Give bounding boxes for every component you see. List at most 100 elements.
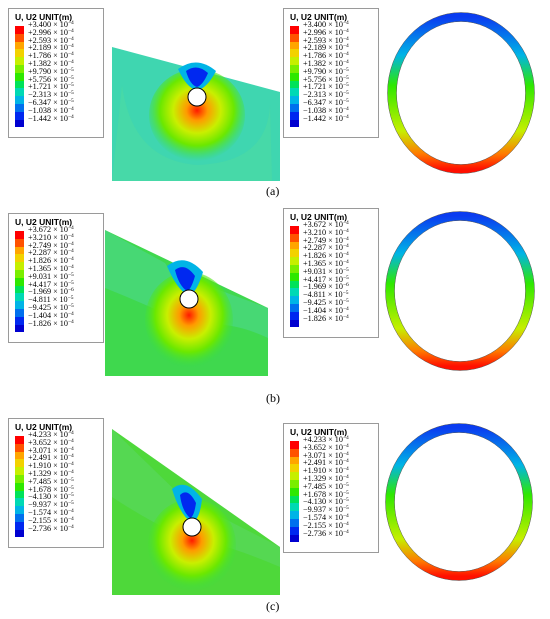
legend-value-mantissa: +3.210 × 10 bbox=[28, 232, 68, 242]
color-swatch bbox=[290, 296, 299, 304]
legend-value-mantissa: +1.721 × 10 bbox=[28, 82, 68, 92]
legend-value-exponent: −5 bbox=[67, 97, 74, 104]
color-swatch bbox=[15, 49, 24, 58]
legend-value: −1.969 × 10−6 bbox=[28, 288, 74, 296]
legend-value: −4.811 × 10−5 bbox=[303, 290, 349, 299]
color-swatch bbox=[15, 459, 24, 468]
legend-value: −1.404 × 10−4 bbox=[303, 305, 349, 315]
color-swatch bbox=[15, 277, 24, 286]
color-swatch bbox=[290, 464, 299, 473]
legend-value-exponent: −5 bbox=[342, 74, 349, 81]
color-swatch bbox=[290, 487, 299, 496]
legend-value: −1.404 × 10−4 bbox=[28, 311, 74, 320]
legend-value-exponent: −5 bbox=[67, 492, 74, 499]
legend-values: +4.233 × 10−4 +3.652 × 10−4 +3.071 × 10−4 +… bbox=[28, 430, 74, 533]
color-swatch bbox=[15, 119, 24, 128]
legend-value-exponent: −4 bbox=[342, 105, 349, 112]
legend-value: −6.347 × 10−5 bbox=[303, 98, 349, 107]
legend-value-mantissa: +2.593 × 10 bbox=[303, 35, 343, 45]
legend-value: +5.756 × 10−5 bbox=[303, 74, 349, 84]
color-swatch bbox=[290, 226, 299, 234]
color-bar bbox=[290, 441, 299, 543]
legend-value: +1.826 × 10−4 bbox=[303, 251, 349, 260]
slope-contour-plot bbox=[105, 230, 268, 376]
ring-outer-edge bbox=[385, 211, 535, 371]
legend-title: U, U2 UNIT(m) bbox=[15, 217, 73, 227]
legend-value-mantissa: +3.210 × 10 bbox=[303, 227, 343, 237]
color-swatch bbox=[15, 498, 24, 507]
legend-value: −2.736 × 10−4 bbox=[28, 523, 74, 533]
color-swatch bbox=[290, 319, 299, 328]
color-swatch bbox=[290, 518, 299, 527]
legend-value: +3.210 × 10−4 bbox=[28, 232, 74, 242]
legend-values: +3.400 × 10 −4 +2.996 × 10 −4 +2.593 × 10 −4 +… bbox=[303, 20, 349, 122]
color-swatch bbox=[290, 503, 299, 512]
legend-value-mantissa: +1.826 × 10 bbox=[28, 256, 68, 266]
legend-value-mantissa: −2.736 × 10 bbox=[28, 523, 68, 533]
legend-value-exponent: −4 bbox=[342, 442, 349, 449]
ring-outer-edge bbox=[387, 12, 535, 174]
legend-value: +3.652 × 10−4 bbox=[28, 438, 74, 447]
color-swatch bbox=[15, 490, 24, 499]
legend-value-exponent: −6 bbox=[67, 287, 74, 294]
legend-value: −9.425 × 10−5 bbox=[28, 303, 74, 312]
legend-left: U, U2 UNIT(m) +3.672 × 10−4 +3.210 × 10−4… bbox=[8, 213, 104, 343]
legend-value-exponent: −4 bbox=[67, 248, 74, 255]
legend-value: +9.790 × 10−5 bbox=[28, 67, 74, 76]
legend-value-exponent: −4 bbox=[342, 528, 349, 535]
legend-value: −2.155 × 10−4 bbox=[28, 516, 74, 525]
legend-value-mantissa: −4.130 × 10 bbox=[28, 492, 68, 502]
legend-value-mantissa: −2.313 × 10 bbox=[28, 90, 68, 100]
legend-value-mantissa: −4.811 × 10 bbox=[28, 295, 68, 305]
legend-value: +4.417 × 10−5 bbox=[303, 275, 349, 284]
legend-value-mantissa: −1.574 × 10 bbox=[28, 507, 68, 517]
color-swatch bbox=[15, 111, 24, 120]
legend-value: −1.826 × 10−4 bbox=[28, 318, 74, 328]
legend-value-mantissa: +9.031 × 10 bbox=[303, 266, 343, 276]
legend-value: +5.756 × 10−5 bbox=[28, 75, 74, 84]
legend-value-exponent: −4 bbox=[67, 318, 74, 325]
displacement-zone bbox=[148, 499, 236, 591]
legend-value-exponent: −4 bbox=[67, 105, 74, 112]
color-swatch bbox=[15, 26, 24, 34]
legend-value-exponent: −4 bbox=[342, 473, 349, 480]
legend-value-mantissa: +2.996 × 10 bbox=[28, 27, 68, 37]
legend-value-exponent: −5 bbox=[67, 484, 74, 491]
color-swatch bbox=[15, 529, 24, 538]
legend-value: +4.417 × 10−5 bbox=[28, 279, 74, 289]
color-swatch bbox=[15, 41, 24, 50]
legend-title: U, U2 UNIT(m) bbox=[15, 12, 73, 22]
legend-value-exponent: −5 bbox=[342, 90, 349, 97]
legend-value-mantissa: +1.786 × 10 bbox=[28, 51, 68, 61]
legend-right: U, U2 UNIT(m) +3.400 × 10−4 +2.996 × 10−4… bbox=[283, 8, 379, 138]
legend-value-mantissa: +4.417 × 10 bbox=[28, 279, 68, 289]
legend-value-exponent: −4 bbox=[342, 305, 349, 312]
legend-value-exponent: −6 bbox=[342, 282, 349, 289]
legend-values: +3.672 × 10−4 +3.210 × 10−4 +2.749 × 10−4 +… bbox=[28, 225, 74, 328]
legend-title: U, U2 UNIT(m) bbox=[15, 422, 73, 432]
legend-value-exponent: −4 bbox=[342, 235, 349, 242]
legend-value-mantissa: +3.400 × 10 bbox=[28, 20, 68, 29]
legend-value: +2.189 × 10−4 bbox=[28, 44, 74, 52]
legend-value: +1.329 × 10−4 bbox=[28, 469, 74, 478]
color-swatch bbox=[15, 521, 24, 530]
color-swatch bbox=[290, 88, 299, 97]
legend-value-exponent: −4 bbox=[342, 51, 349, 58]
legend-value-mantissa: +2.287 × 10 bbox=[303, 243, 343, 253]
legend-value-mantissa: +1.678 × 10 bbox=[303, 489, 343, 499]
color-swatch bbox=[15, 64, 24, 73]
legend-value-mantissa: +2.996 × 10 bbox=[303, 27, 343, 37]
legend-value: +3.071 × 10−4 bbox=[28, 446, 74, 455]
color-swatch bbox=[15, 443, 24, 452]
legend-value: +1.678 × 10−5 bbox=[303, 489, 349, 499]
legend-value-mantissa: +3.400 × 10 bbox=[303, 20, 343, 29]
color-swatch bbox=[15, 436, 24, 444]
color-swatch bbox=[15, 103, 24, 112]
color-swatch bbox=[15, 482, 24, 491]
legend-value-exponent: −5 bbox=[67, 295, 74, 302]
legend-value-mantissa: −1.038 × 10 bbox=[303, 105, 343, 115]
legend-value: +7.485 × 10−5 bbox=[303, 482, 349, 491]
legend-value-exponent: −4 bbox=[342, 58, 349, 65]
legend-value: +2.287 × 10−4 bbox=[303, 244, 349, 252]
legend-value: +2.491 × 10−4 bbox=[28, 454, 74, 462]
